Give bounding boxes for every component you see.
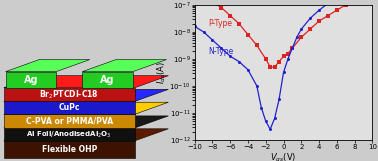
Polygon shape: [6, 60, 90, 72]
Y-axis label: $I_{ds}$(A): $I_{ds}$(A): [156, 61, 168, 84]
Polygon shape: [82, 60, 167, 72]
Text: Al Foil/AnodisedAl$_2$O$_3$: Al Foil/AnodisedAl$_2$O$_3$: [26, 129, 112, 140]
Text: P-Type: P-Type: [208, 19, 232, 28]
Text: Ag: Ag: [100, 75, 115, 85]
Text: Flexible OHP: Flexible OHP: [42, 145, 97, 154]
Polygon shape: [4, 128, 135, 141]
Polygon shape: [4, 102, 168, 114]
Text: N-Type: N-Type: [208, 47, 233, 56]
Text: Br$_2$PTCDI-C18: Br$_2$PTCDI-C18: [39, 88, 99, 101]
Polygon shape: [4, 89, 168, 101]
Polygon shape: [4, 88, 135, 101]
Text: Ag: Ag: [23, 75, 38, 85]
Polygon shape: [4, 129, 168, 141]
Polygon shape: [4, 76, 168, 88]
Text: CuPc: CuPc: [59, 103, 80, 112]
Polygon shape: [82, 72, 133, 88]
Text: C-PVA or PMMA/PVA: C-PVA or PMMA/PVA: [26, 117, 113, 126]
X-axis label: $V_{gs}$(V): $V_{gs}$(V): [270, 152, 297, 161]
Polygon shape: [4, 141, 135, 158]
Polygon shape: [4, 116, 168, 128]
Polygon shape: [4, 101, 135, 114]
Polygon shape: [4, 114, 135, 128]
Polygon shape: [6, 72, 56, 88]
